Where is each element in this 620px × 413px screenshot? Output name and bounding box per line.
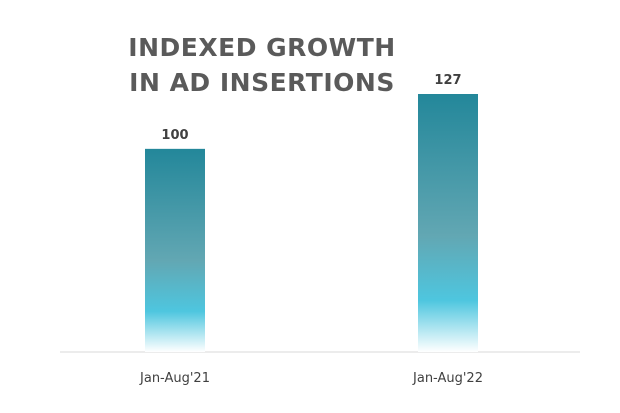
bar xyxy=(145,148,205,352)
chart-title: INDEXED GROWTH IN AD INSERTIONS xyxy=(128,33,396,97)
value-label: 127 xyxy=(434,73,461,88)
x-tick-label: Jan-Aug'22 xyxy=(412,371,483,386)
bar xyxy=(418,94,478,352)
value-label: 100 xyxy=(161,128,188,143)
x-tick-label: Jan-Aug'21 xyxy=(139,371,210,386)
